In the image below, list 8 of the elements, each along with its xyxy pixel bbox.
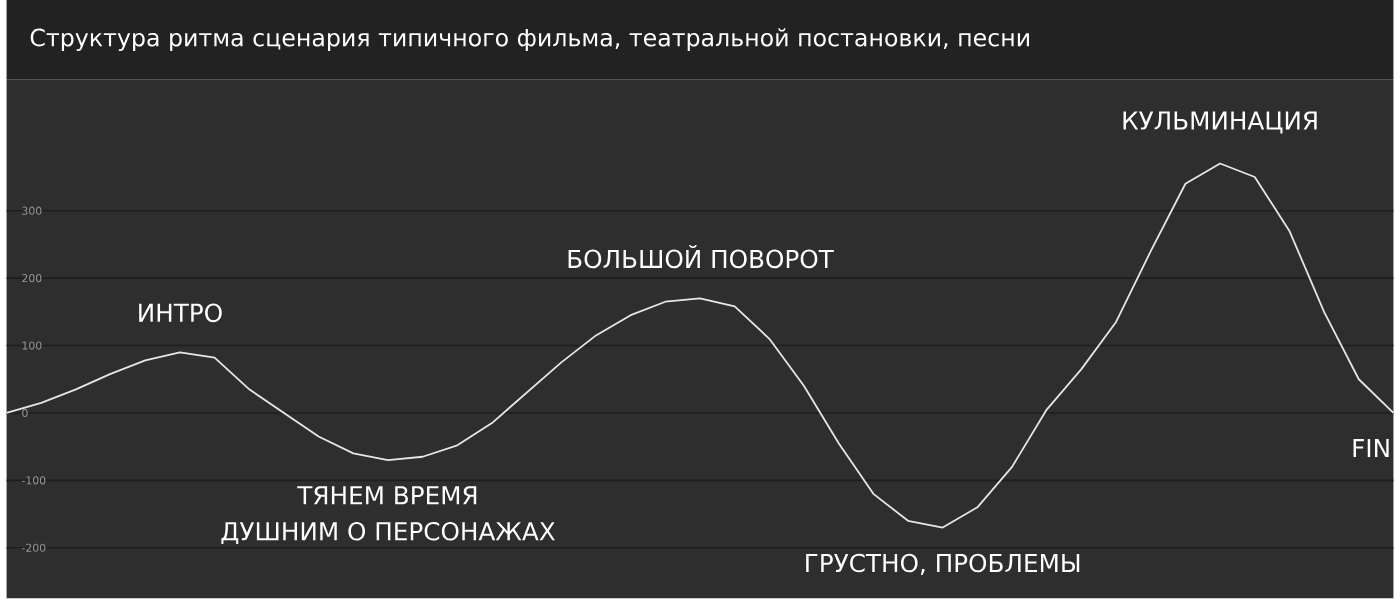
annotation: ДУШНИМ О ПЕРСОНАЖАХ (221, 521, 555, 545)
chart-title: Структура ритма сценария типичного фильма, театральной постановки, песни (30, 28, 1029, 52)
annotation: ГРУСТНО, ПРОБЛЕМЫ (806, 553, 1080, 575)
annotation: ИНТРО (139, 303, 222, 323)
annotation: КУЛЬМИНАЦИЯ (1123, 111, 1317, 134)
annotation: ТЯНЕМ ВРЕМЯ (297, 486, 477, 505)
annotation: БОЛЬШОЙ ПОВОРОТ (568, 245, 834, 269)
annotation: FIN (1353, 439, 1389, 458)
